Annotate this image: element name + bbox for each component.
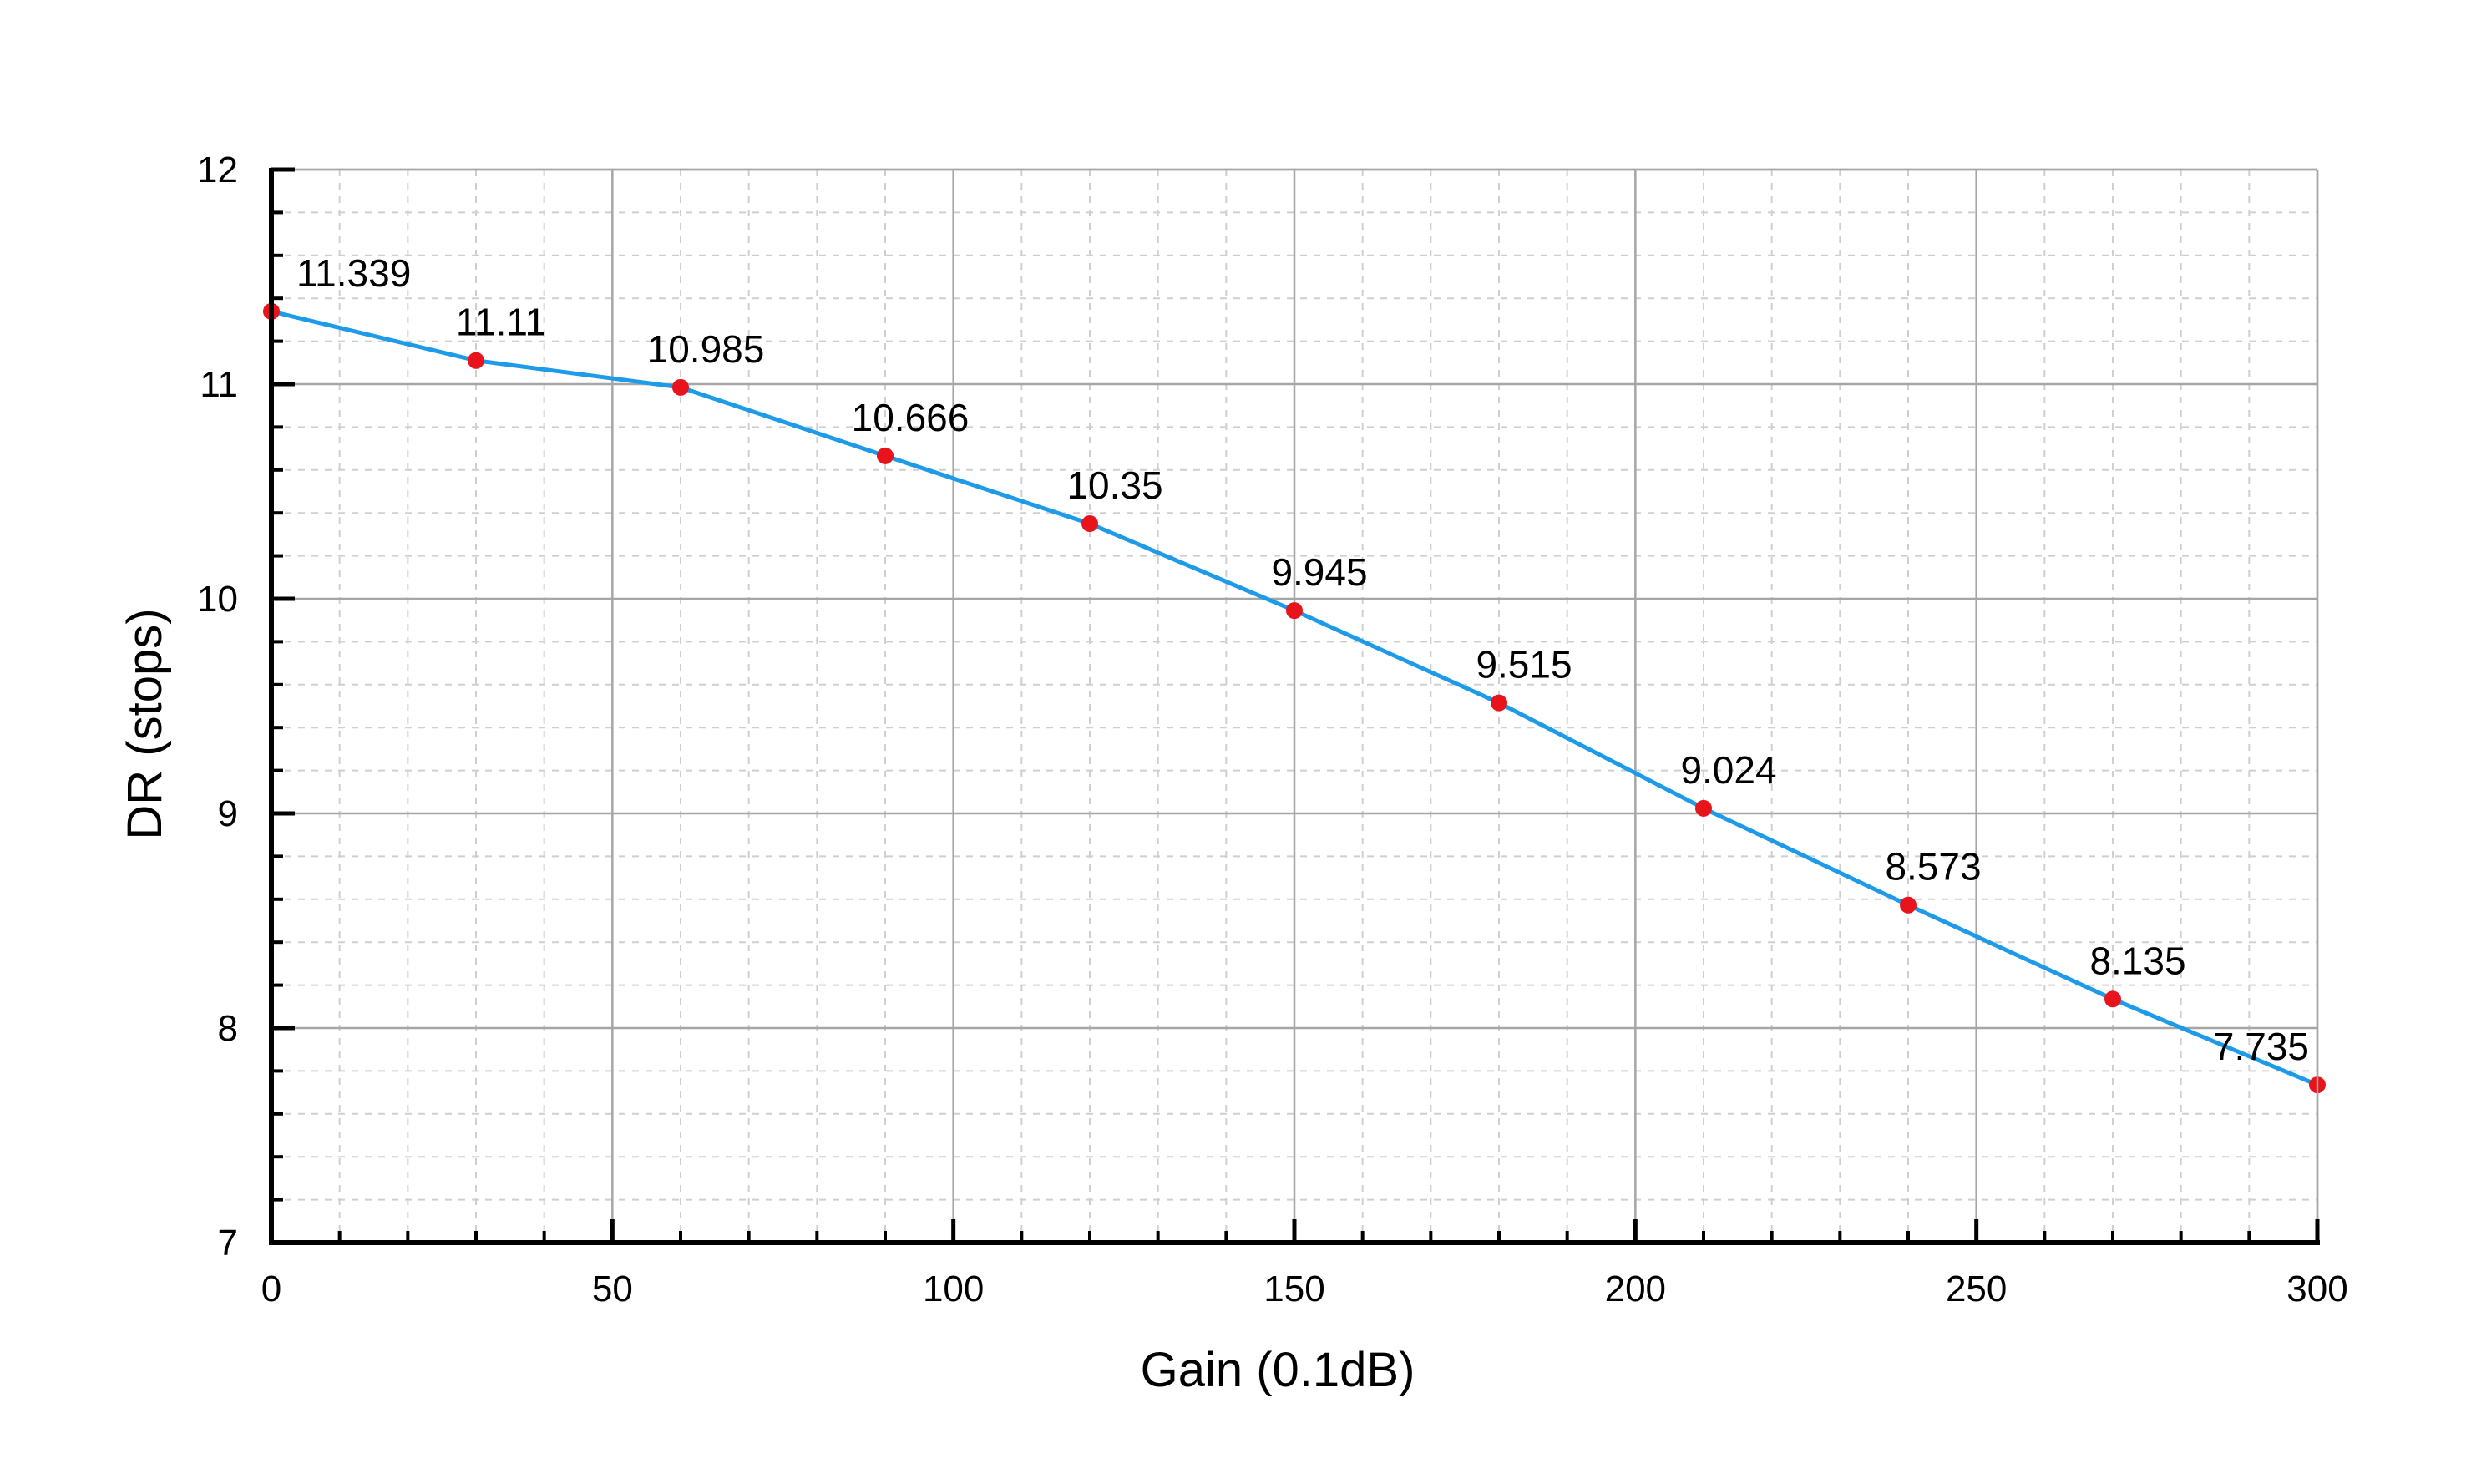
y-tick-label: 12 (197, 149, 238, 190)
y-tick-label: 10 (197, 579, 238, 620)
data-label: 7.735 (2213, 1025, 2309, 1068)
data-label: 11.11 (456, 301, 546, 344)
x-axis-title: Gain (0.1dB) (1141, 1343, 1415, 1397)
y-tick-label: 11 (200, 364, 238, 405)
data-label: 10.666 (852, 396, 970, 439)
data-label: 10.35 (1066, 463, 1162, 507)
data-point (468, 352, 484, 369)
x-tick-label: 50 (592, 1269, 633, 1309)
data-label: 9.945 (1271, 550, 1367, 594)
x-tick-label: 300 (2286, 1269, 2347, 1309)
x-tick-label: 250 (1946, 1269, 2007, 1309)
data-label: 8.573 (1885, 845, 1981, 889)
y-tick-label: 8 (218, 1008, 238, 1049)
data-label: 11.339 (296, 251, 411, 295)
data-point (2104, 990, 2121, 1008)
data-point (1900, 896, 1917, 914)
data-point (1491, 694, 1507, 712)
x-tick-label: 100 (923, 1269, 984, 1309)
x-tick-label: 0 (261, 1269, 281, 1309)
x-tick-label: 150 (1263, 1269, 1324, 1309)
y-tick-label: 9 (218, 793, 238, 834)
data-label: 10.985 (647, 327, 765, 371)
data-point (1081, 515, 1098, 533)
data-label: 8.135 (2089, 939, 2185, 982)
data-point (1695, 799, 1712, 817)
data-point (1286, 602, 1303, 620)
y-axis-title: DR (stops) (118, 608, 172, 839)
x-tick-label: 200 (1605, 1269, 1666, 1309)
data-point (672, 378, 689, 396)
data-label: 9.024 (1680, 748, 1776, 792)
y-tick-label: 7 (218, 1223, 238, 1264)
data-point (877, 447, 894, 464)
data-label: 9.515 (1476, 643, 1572, 686)
